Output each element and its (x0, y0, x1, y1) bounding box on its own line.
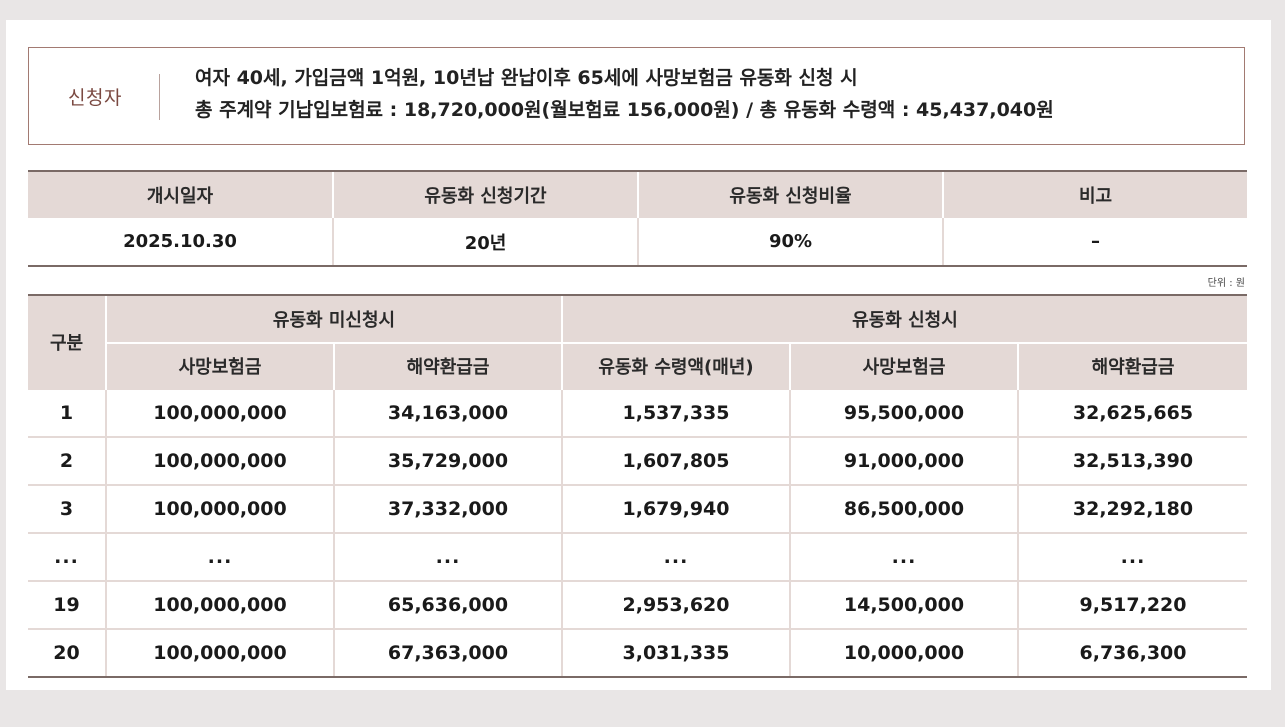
cell-surrender-unapplied: 34,163,000 (333, 388, 562, 437)
table-row: 19 100,000,000 65,636,000 2,953,620 14,500,0… (28, 580, 1247, 629)
header-row-sub: 사망보험금 해약환급금 유동화 수령액(매년) 사망보험금 해약환급금 (28, 342, 1247, 389)
cell-death-benefit-applied: 86,500,000 (789, 484, 1018, 533)
applicant-line-2: 총 주계약 기납입보험료 : 18,720,000원(월보험료 156,000원… (195, 99, 1054, 121)
header-surrender-applied: 해약환급금 (1017, 342, 1247, 389)
header-gubun: 구분 (28, 294, 106, 389)
cell-annual-payout: 1,607,805 (561, 436, 790, 485)
cell-annual-payout: ... (561, 532, 790, 581)
header-note: 비고 (942, 170, 1247, 218)
cell-year: 1 (28, 388, 106, 437)
header-row-groups: 구분 유동화 미신청시 유동화 신청시 (28, 294, 1247, 389)
cell-year: 3 (28, 484, 106, 533)
applicant-description: 여자 40세, 가입금액 1억원, 10년납 완납이후 65세에 사망보험금 유… (195, 62, 1054, 126)
cell-surrender-unapplied: ... (333, 532, 562, 581)
header-death-benefit-unapplied: 사망보험금 (105, 342, 334, 389)
info-table: 개시일자 유동화 신청기간 유동화 신청비율 비고 2025.10.30 20년… (28, 170, 1247, 267)
header-surrender-unapplied: 해약환급금 (333, 342, 562, 389)
table-row: 1 100,000,000 34,163,000 1,537,335 95,500,00… (28, 388, 1247, 437)
header-annual-payout: 유동화 수령액(매년) (561, 342, 790, 389)
header-start-date: 개시일자 (28, 170, 333, 218)
cell-surrender-applied: 6,736,300 (1017, 628, 1247, 678)
document-sheet: 신청자 여자 40세, 가입금액 1억원, 10년납 완납이후 65세에 사망보… (6, 20, 1271, 690)
value-start-date: 2025.10.30 (28, 218, 333, 267)
header-group-applied: 유동화 신청시 (561, 294, 1247, 343)
header-ratio: 유동화 신청비율 (637, 170, 943, 218)
table-row: 20 100,000,000 67,363,000 3,031,335 10,000,0… (28, 628, 1247, 678)
cell-year: 20 (28, 628, 106, 678)
info-header-row: 개시일자 유동화 신청기간 유동화 신청비율 비고 (28, 170, 1247, 218)
cell-year: 2 (28, 436, 106, 485)
benefit-table-body: 1 100,000,000 34,163,000 1,537,335 95,500,00… (28, 388, 1247, 678)
cell-surrender-applied: 32,292,180 (1017, 484, 1247, 533)
cell-death-benefit-unapplied: 100,000,000 (105, 628, 334, 678)
table-row: 2 100,000,000 35,729,000 1,607,805 91,000,00… (28, 436, 1247, 485)
cell-death-benefit-unapplied: 100,000,000 (105, 484, 334, 533)
cell-death-benefit-applied: 91,000,000 (789, 436, 1018, 485)
cell-year: 19 (28, 580, 106, 629)
table-row: 3 100,000,000 37,332,000 1,679,940 86,500,00… (28, 484, 1247, 533)
cell-surrender-unapplied: 37,332,000 (333, 484, 562, 533)
header-period: 유동화 신청기간 (332, 170, 638, 218)
cell-surrender-applied: 9,517,220 (1017, 580, 1247, 629)
cell-death-benefit-applied: 14,500,000 (789, 580, 1018, 629)
cell-annual-payout: 1,537,335 (561, 388, 790, 437)
unit-label: 단위 : 원 (1207, 278, 1245, 289)
cell-death-benefit-unapplied: 100,000,000 (105, 580, 334, 629)
applicant-box: 신청자 여자 40세, 가입금액 1억원, 10년납 완납이후 65세에 사망보… (28, 47, 1245, 145)
cell-surrender-applied: 32,625,665 (1017, 388, 1247, 437)
cell-annual-payout: 3,031,335 (561, 628, 790, 678)
cell-death-benefit-applied: 95,500,000 (789, 388, 1018, 437)
cell-annual-payout: 2,953,620 (561, 580, 790, 629)
value-period: 20년 (332, 218, 638, 267)
cell-death-benefit-applied: 10,000,000 (789, 628, 1018, 678)
cell-death-benefit-unapplied: 100,000,000 (105, 388, 334, 437)
value-ratio: 90% (637, 218, 943, 267)
cell-annual-payout: 1,679,940 (561, 484, 790, 533)
table-row: .................. (28, 532, 1247, 581)
cell-surrender-applied: ... (1017, 532, 1247, 581)
cell-surrender-unapplied: 35,729,000 (333, 436, 562, 485)
value-note: – (942, 218, 1247, 267)
cell-surrender-unapplied: 65,636,000 (333, 580, 562, 629)
cell-year: ... (28, 532, 106, 581)
header-group-unapplied: 유동화 미신청시 (105, 294, 562, 343)
cell-death-benefit-unapplied: ... (105, 532, 334, 581)
header-death-benefit-applied: 사망보험금 (789, 342, 1018, 389)
cell-surrender-applied: 32,513,390 (1017, 436, 1247, 485)
cell-surrender-unapplied: 67,363,000 (333, 628, 562, 678)
applicant-label: 신청자 (68, 86, 122, 109)
benefit-table: 구분 유동화 미신청시 유동화 신청시 사망보험금 해약환급금 유동화 수령액(… (28, 294, 1247, 678)
applicant-divider (159, 74, 160, 120)
applicant-line-1: 여자 40세, 가입금액 1억원, 10년납 완납이후 65세에 사망보험금 유… (195, 67, 858, 89)
cell-death-benefit-applied: ... (789, 532, 1018, 581)
info-value-row: 2025.10.30 20년 90% – (28, 218, 1247, 267)
cell-death-benefit-unapplied: 100,000,000 (105, 436, 334, 485)
